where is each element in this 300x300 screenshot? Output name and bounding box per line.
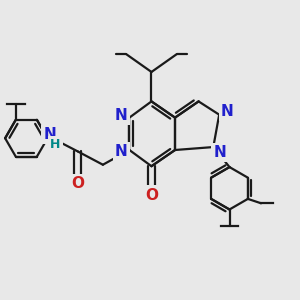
Text: H: H: [50, 138, 60, 151]
Text: N: N: [221, 103, 234, 118]
Text: N: N: [115, 108, 128, 123]
Text: O: O: [71, 176, 84, 191]
Text: N: N: [115, 144, 128, 159]
Text: N: N: [44, 127, 56, 142]
Text: O: O: [145, 188, 158, 202]
Text: N: N: [213, 145, 226, 160]
